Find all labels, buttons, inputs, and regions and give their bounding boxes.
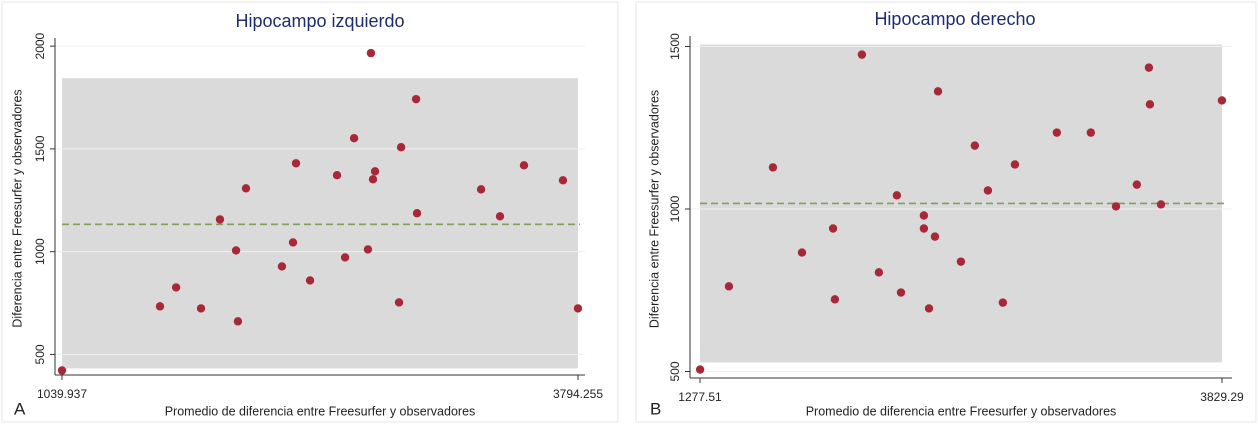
panel-label: A xyxy=(14,399,26,418)
x-axis-title: Promedio de diferencia entre Freesurfer … xyxy=(806,404,1117,418)
point xyxy=(892,191,902,200)
point xyxy=(830,295,840,304)
point xyxy=(155,302,165,311)
point xyxy=(970,141,980,150)
y-tick-label: 1000 xyxy=(668,195,682,222)
y-tick-label: 1500 xyxy=(668,33,682,60)
point xyxy=(288,238,298,247)
point xyxy=(305,276,315,285)
y-axis-title: Diferencia entre Freesurfer y observador… xyxy=(10,89,24,327)
y-axis-title: Diferencia entre Freesurfer y observador… xyxy=(647,90,661,328)
chart-title: Hipocampo derecho xyxy=(874,9,1035,29)
point xyxy=(828,224,838,233)
point xyxy=(519,161,529,170)
point xyxy=(476,185,486,194)
point xyxy=(171,283,181,292)
point xyxy=(1010,160,1020,169)
y-tick-label: 2000 xyxy=(33,32,47,59)
point xyxy=(924,304,934,313)
point xyxy=(233,317,243,326)
point xyxy=(277,262,287,271)
point xyxy=(394,298,404,307)
y-tick-label: 1000 xyxy=(33,238,47,265)
point xyxy=(241,184,251,193)
point xyxy=(1217,96,1227,105)
point xyxy=(231,246,241,255)
x-axis-title: Promedio de diferencia entre Freesurfer … xyxy=(165,404,476,418)
point xyxy=(363,245,373,254)
point xyxy=(768,163,778,172)
panel-frame xyxy=(635,1,1257,423)
point xyxy=(558,176,568,185)
point xyxy=(930,232,940,241)
agreement-band xyxy=(62,78,578,369)
y-tick-label: 500 xyxy=(668,361,682,381)
point xyxy=(495,212,505,221)
y-tick-label: 500 xyxy=(33,344,47,364)
point xyxy=(349,134,359,143)
point xyxy=(366,48,376,58)
chart-title: Hipocampo izquierdo xyxy=(235,11,404,31)
point xyxy=(1052,128,1062,137)
point xyxy=(874,268,884,277)
point xyxy=(368,175,378,184)
point xyxy=(998,298,1008,307)
point xyxy=(412,209,422,218)
point xyxy=(57,366,67,375)
point xyxy=(956,257,966,266)
point xyxy=(896,288,906,297)
point xyxy=(370,167,380,176)
point xyxy=(340,253,350,262)
panel-frame xyxy=(1,1,619,423)
point xyxy=(919,211,929,220)
y-tick-label: 1500 xyxy=(33,135,47,162)
point xyxy=(411,94,421,104)
point xyxy=(933,87,943,96)
point xyxy=(695,365,705,374)
point xyxy=(919,224,929,233)
point xyxy=(291,159,301,168)
point xyxy=(1156,200,1166,209)
point xyxy=(332,171,342,180)
point xyxy=(1132,180,1142,189)
point xyxy=(1086,128,1096,137)
point xyxy=(1144,63,1154,72)
x-tick-label: 3829.29 xyxy=(1200,390,1244,404)
panel-label: B xyxy=(650,399,661,418)
x-tick-label: 1039.937 xyxy=(37,387,87,401)
point xyxy=(797,248,807,257)
x-tick-label: 1277.51 xyxy=(678,390,722,404)
point xyxy=(857,50,867,59)
point xyxy=(215,215,225,224)
x-tick-label: 3794.255 xyxy=(553,387,603,401)
point xyxy=(573,304,583,313)
point xyxy=(983,186,993,195)
point xyxy=(1145,100,1155,109)
point xyxy=(724,282,734,291)
point xyxy=(1111,202,1121,211)
point xyxy=(196,304,206,313)
point xyxy=(396,143,406,152)
